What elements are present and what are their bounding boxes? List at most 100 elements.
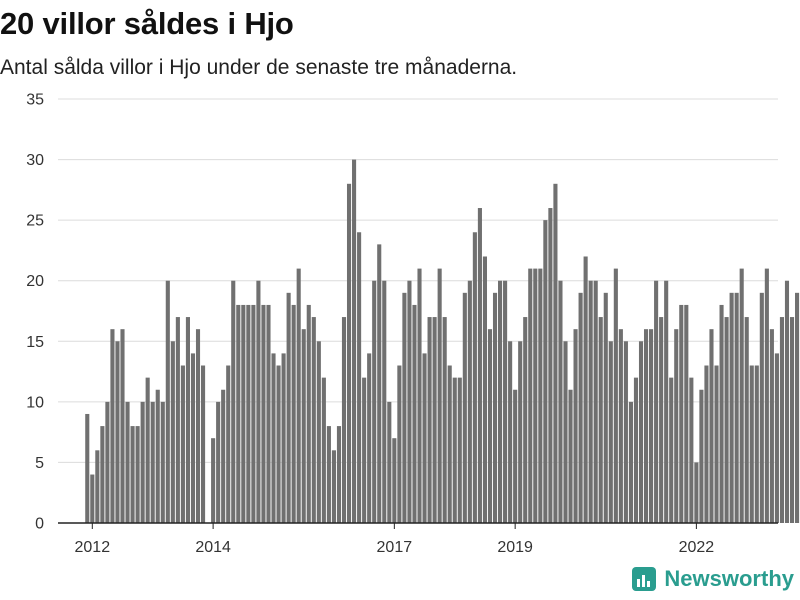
bar xyxy=(719,304,724,523)
bar xyxy=(316,341,321,523)
y-tick-label: 30 xyxy=(26,152,44,169)
bar xyxy=(482,256,487,523)
bar xyxy=(729,292,734,523)
bar xyxy=(573,329,578,523)
bar xyxy=(135,426,140,523)
bar xyxy=(724,317,729,523)
bar xyxy=(674,329,679,523)
bar xyxy=(714,365,719,523)
bar xyxy=(402,292,407,523)
bar xyxy=(588,280,593,523)
bar xyxy=(774,353,779,523)
bar xyxy=(286,292,291,523)
bar xyxy=(301,329,306,523)
bar xyxy=(185,317,190,523)
bar xyxy=(548,208,553,523)
bar xyxy=(608,341,613,523)
bar xyxy=(382,280,387,523)
bar xyxy=(734,292,739,523)
bar xyxy=(140,401,145,523)
bar xyxy=(528,268,533,523)
bar xyxy=(694,462,699,523)
bar xyxy=(623,341,628,523)
bar xyxy=(744,317,749,523)
x-tick-label: 2014 xyxy=(195,539,231,556)
bar xyxy=(110,329,115,523)
bar xyxy=(231,280,236,523)
bar-series xyxy=(85,159,800,524)
bar xyxy=(543,220,548,523)
bar xyxy=(346,183,352,524)
bar xyxy=(457,377,462,523)
bar xyxy=(341,317,347,523)
newsworthy-icon xyxy=(632,567,657,591)
y-tick-label: 25 xyxy=(26,213,44,230)
bar xyxy=(523,317,528,523)
bar xyxy=(336,426,342,523)
bar xyxy=(553,183,558,524)
bar xyxy=(598,317,603,523)
bar xyxy=(568,389,573,523)
bar xyxy=(432,317,437,523)
bar xyxy=(422,353,427,523)
bar xyxy=(85,413,90,523)
bar xyxy=(170,341,175,523)
bar xyxy=(769,329,774,523)
bar xyxy=(190,353,196,523)
bar xyxy=(558,280,563,523)
bar xyxy=(578,292,583,523)
bar xyxy=(427,317,432,523)
bar xyxy=(628,401,633,523)
bar xyxy=(100,426,105,523)
bar xyxy=(538,268,543,523)
bar xyxy=(266,304,271,523)
bar xyxy=(508,341,513,523)
bar xyxy=(739,268,744,523)
y-tick-label: 10 xyxy=(26,394,44,411)
bar xyxy=(120,329,125,523)
bar xyxy=(155,389,160,523)
bar xyxy=(321,377,326,523)
bar xyxy=(125,401,130,523)
bar xyxy=(201,365,206,523)
bar xyxy=(679,304,684,523)
bar xyxy=(563,341,568,523)
bar xyxy=(669,377,674,523)
bar xyxy=(367,353,372,523)
bar xyxy=(291,304,296,523)
y-tick-label: 15 xyxy=(26,334,44,351)
brand-name: Newsworthy xyxy=(664,566,794,591)
bar xyxy=(281,353,286,523)
bar xyxy=(211,438,216,523)
bar xyxy=(150,401,155,523)
bar xyxy=(603,292,608,523)
bar xyxy=(145,377,150,523)
bar xyxy=(784,280,790,523)
bar xyxy=(241,304,246,523)
chart-title: 20 villor såldes i Hjo xyxy=(0,6,294,41)
y-axis: 0 5 10 15 20 25 30 35 xyxy=(26,92,44,533)
bar xyxy=(175,317,180,523)
bar xyxy=(518,341,523,523)
bar xyxy=(407,280,412,523)
bar xyxy=(613,268,618,523)
bar xyxy=(357,232,362,523)
bar xyxy=(216,401,221,523)
bar xyxy=(251,304,256,523)
bar xyxy=(226,365,231,523)
bar xyxy=(699,389,704,523)
bar xyxy=(105,401,110,523)
x-axis: 201220142017201920222024 xyxy=(58,522,800,556)
bar xyxy=(759,292,764,523)
bar xyxy=(387,401,392,523)
y-tick-label: 20 xyxy=(26,273,44,290)
bar xyxy=(372,280,377,523)
bar xyxy=(452,377,457,523)
bar xyxy=(276,365,281,523)
bar xyxy=(221,389,226,523)
bar xyxy=(160,401,165,523)
bar xyxy=(472,232,477,523)
bar xyxy=(754,365,759,523)
bar xyxy=(704,365,709,523)
